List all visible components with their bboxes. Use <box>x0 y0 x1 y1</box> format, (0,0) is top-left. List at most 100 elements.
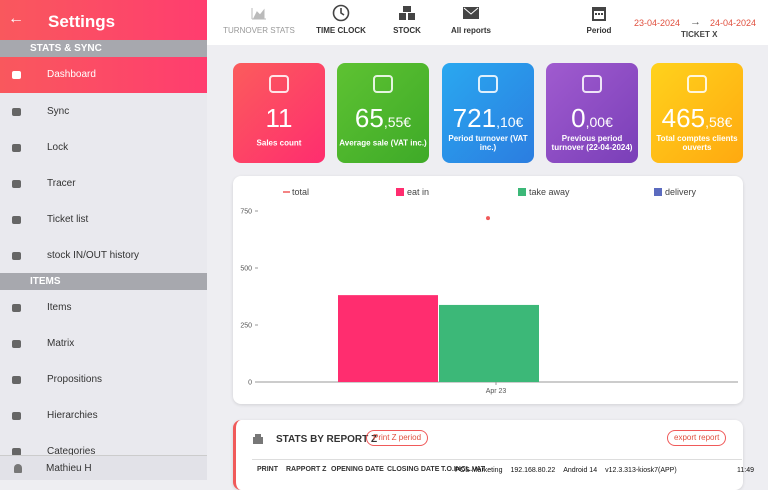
status-item: 11:49 <box>737 467 754 474</box>
status-item: POS Marketing <box>455 467 503 474</box>
main: TURNOVER STATS TIME CLOCK STOCK All repo… <box>207 0 768 490</box>
legend-label: delivery <box>665 187 697 197</box>
menu-icon <box>12 216 21 224</box>
menu-icon <box>12 412 21 420</box>
menu-label: Tracer <box>47 178 76 189</box>
legend-label: take away <box>529 187 570 197</box>
card-icon <box>687 75 707 93</box>
tab-icon <box>332 4 350 22</box>
tab-icon <box>399 6 415 20</box>
card-value-decimals: ,10€ <box>496 114 524 130</box>
back-arrow[interactable]: ← <box>8 10 24 27</box>
card-icon <box>269 75 289 93</box>
bar <box>338 295 438 382</box>
report-panel: STATS BY REPORT Z Print Z period export … <box>233 420 743 490</box>
period-button[interactable]: Period <box>586 26 612 35</box>
menu-icon <box>12 376 21 384</box>
chart-panel: 0 250 500 750 total eat in take away delivery Ap… <box>233 176 743 404</box>
sidebar-header: ← Settings <box>0 0 207 40</box>
menu-item[interactable]: stock IN/OUT history <box>0 238 207 274</box>
menu-label: Matrix <box>47 338 75 349</box>
tab[interactable]: All reports <box>450 26 492 35</box>
tab[interactable]: TURNOVER STATS <box>223 26 295 35</box>
menu-item[interactable]: Propositions <box>0 362 207 398</box>
tab-icon <box>251 8 266 20</box>
tab[interactable]: TIME CLOCK <box>316 26 366 35</box>
column-header: T.O.INCL.VAT <box>441 466 486 473</box>
report-icon <box>253 434 263 444</box>
menu-label: stock IN/OUT history <box>47 250 140 261</box>
menu-item[interactable]: Lock <box>0 130 207 166</box>
card-value-main: 11 <box>265 103 293 133</box>
menu-label: Lock <box>47 142 69 153</box>
legend-label: eat in <box>407 187 429 197</box>
stat-card[interactable]: 11 Sales count <box>233 63 325 163</box>
legend-swatch <box>654 188 662 196</box>
card-label: Sales count <box>256 138 302 148</box>
card-value-main: 0 <box>571 103 586 133</box>
menu-item[interactable]: Items <box>0 290 207 326</box>
card-value-decimals: ,55€ <box>383 114 412 130</box>
menu-item[interactable]: Matrix <box>0 326 207 362</box>
card-value: 65,55€ <box>337 103 429 134</box>
column-header: PRINT <box>257 466 278 473</box>
user-icon <box>14 464 22 473</box>
card-icon <box>582 75 602 93</box>
tab[interactable]: STOCK <box>393 26 421 35</box>
y-tick-label: 500 <box>240 266 252 273</box>
stat-card[interactable]: 0,00€ Previous period turnover (22-04-202… <box>546 63 638 163</box>
card-label: Average sale (VAT inc.) <box>339 138 427 148</box>
menu-item[interactable]: Sync <box>0 94 207 130</box>
user-bar[interactable]: Mathieu H <box>0 455 207 480</box>
card-value: 11 <box>233 103 325 134</box>
table-rule <box>252 459 742 460</box>
card-value-main: 465 <box>661 103 706 133</box>
y-tick-label: 250 <box>240 323 252 330</box>
card-label: Previous period turnover (22-04-2024) <box>551 134 633 152</box>
card-value: 465,58€ <box>651 103 743 134</box>
date-from[interactable]: 23-04-2024 <box>634 18 681 28</box>
menu-item[interactable]: Categories <box>0 434 207 470</box>
card-value-main: 65 <box>354 103 384 133</box>
menu-item[interactable]: Tracer <box>0 166 207 202</box>
card-value-decimals: ,58€ <box>705 114 733 130</box>
print-button[interactable]: Print Z period <box>366 430 429 446</box>
date-arrow: → <box>690 16 701 28</box>
card-value: 721,10€ <box>442 103 534 134</box>
total-point <box>486 216 490 221</box>
menu-icon <box>12 448 21 456</box>
card-label: Period turnover (VAT inc.) <box>448 134 528 152</box>
card-value-main: 721 <box>452 103 497 133</box>
status-item: v12.3.313-kiosk7(APP) <box>605 467 677 474</box>
menu-item[interactable]: Hierarchies <box>0 398 207 434</box>
status-item: 192.168.80.22 <box>510 467 556 474</box>
legend-swatch <box>396 188 404 196</box>
bar <box>439 304 539 382</box>
date-to[interactable]: 24-04-2024 <box>710 18 757 28</box>
card-icon <box>373 75 393 93</box>
stat-card[interactable]: 65,55€ Average sale (VAT inc.) <box>337 63 429 163</box>
export-button[interactable]: export report <box>667 430 727 446</box>
status-bar: POS Marketing 192.168.80.22 Android 14 v12.… <box>455 467 768 480</box>
menu-icon <box>12 340 21 348</box>
ticket-label: TICKET X <box>681 30 718 39</box>
stat-card[interactable]: 721,10€ Period turnover (VAT inc.) <box>442 63 534 163</box>
menu-item[interactable]: Ticket list <box>0 202 207 238</box>
menu-label: Ticket list <box>47 214 89 225</box>
menu-item[interactable]: Dashboard <box>0 57 207 93</box>
menu-label: Items <box>47 302 72 313</box>
menu-icon <box>12 304 21 312</box>
report-title: STATS BY REPORT Z <box>276 434 378 445</box>
stat-card[interactable]: 465,58€ Total comptes clients ouverts <box>651 63 743 163</box>
sidebar-title: Settings <box>48 12 116 31</box>
menu-label: Sync <box>47 106 70 117</box>
legend-label: total <box>292 187 309 197</box>
menu-label: Dashboard <box>47 69 96 80</box>
tab-icon <box>463 7 479 19</box>
menu-icon <box>12 108 21 116</box>
menu-label: Propositions <box>47 374 103 385</box>
card-value: 0,00€ <box>546 103 638 134</box>
card-label: Total comptes clients ouverts <box>656 134 738 152</box>
menu-icon <box>12 180 21 188</box>
